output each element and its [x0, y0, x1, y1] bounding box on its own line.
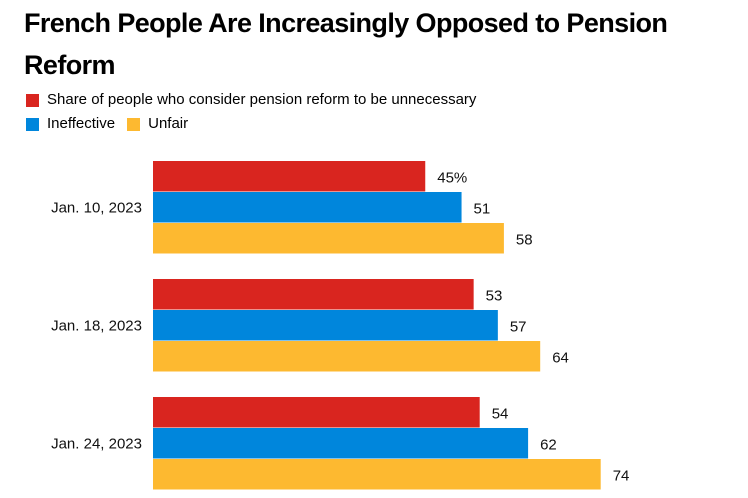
legend-label-unnecessary: Share of people who consider pension ref… — [47, 91, 477, 108]
legend-row-1: Share of people who consider pension ref… — [26, 88, 488, 112]
value-label-jan-10-2023-series-0: 45% — [437, 170, 467, 187]
value-label-jan-24-2023-series-1: 62 — [540, 437, 557, 454]
legend-label-unfair: Unfair — [148, 115, 189, 132]
value-label-jan-18-2023-series-0: 53 — [486, 288, 503, 305]
category-label-jan-18-2023: Jan. 18, 2023 — [51, 318, 142, 335]
legend-row-2: Ineffective Unfair — [26, 112, 488, 136]
value-label-jan-18-2023-series-2: 64 — [552, 350, 569, 367]
value-label-jan-24-2023-series-0: 54 — [492, 406, 509, 423]
value-label-jan-24-2023-series-2: 74 — [613, 468, 630, 485]
legend-item-unfair: Unfair — [127, 112, 188, 136]
bar-jan-24-2023-series-2 — [153, 459, 601, 490]
bar-jan-18-2023-series-2 — [153, 341, 541, 372]
category-label-jan-24-2023: Jan. 24, 2023 — [51, 436, 142, 453]
chart-title: French People Are Increasingly Opposed t… — [24, 8, 668, 80]
category-label-jan-10-2023: Jan. 10, 2023 — [51, 200, 142, 217]
value-label-jan-10-2023-series-1: 51 — [474, 201, 491, 218]
legend-item-unnecessary: Share of people who consider pension ref… — [26, 88, 476, 112]
bar-jan-10-2023-series-0 — [153, 161, 426, 192]
legend-swatch-unnecessary — [26, 93, 39, 107]
bar-jan-24-2023-series-1 — [153, 428, 529, 459]
bar-jan-24-2023-series-0 — [153, 397, 480, 428]
legend: Share of people who consider pension ref… — [26, 88, 488, 136]
legend-swatch-unfair — [127, 117, 141, 131]
bar-jan-18-2023-series-1 — [153, 310, 498, 341]
legend-swatch-ineffective — [26, 117, 39, 131]
bar-jan-10-2023-series-2 — [153, 223, 504, 254]
legend-item-ineffective: Ineffective — [26, 112, 115, 136]
legend-label-ineffective: Ineffective — [47, 115, 116, 132]
bar-jan-10-2023-series-1 — [153, 192, 462, 223]
value-label-jan-18-2023-series-1: 57 — [510, 319, 527, 336]
bar-jan-18-2023-series-0 — [153, 279, 474, 310]
value-label-jan-10-2023-series-2: 58 — [516, 232, 533, 249]
